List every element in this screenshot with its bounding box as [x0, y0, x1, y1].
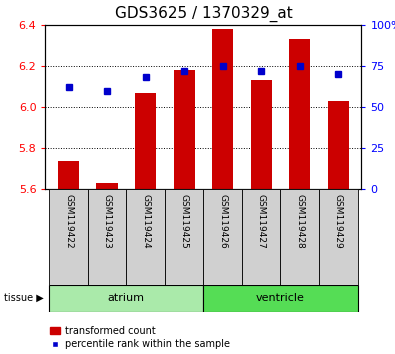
Bar — [203, 285, 357, 312]
Bar — [289, 39, 310, 189]
Text: GSM119427: GSM119427 — [257, 194, 266, 249]
Bar — [165, 189, 203, 285]
Text: GSM119423: GSM119423 — [103, 194, 111, 249]
Bar — [319, 189, 357, 285]
Bar — [173, 70, 195, 189]
Text: GSM119429: GSM119429 — [334, 194, 343, 249]
Bar — [126, 189, 165, 285]
Title: GDS3625 / 1370329_at: GDS3625 / 1370329_at — [115, 6, 292, 22]
Text: GSM119424: GSM119424 — [141, 194, 150, 249]
Bar — [135, 93, 156, 189]
Bar — [96, 183, 118, 189]
Bar — [212, 29, 233, 189]
Text: GSM119425: GSM119425 — [180, 194, 189, 249]
Bar — [203, 189, 242, 285]
Bar — [88, 189, 126, 285]
Text: ventricle: ventricle — [256, 293, 305, 303]
Bar — [58, 161, 79, 189]
Text: GSM119428: GSM119428 — [295, 194, 304, 249]
Text: tissue ▶: tissue ▶ — [4, 293, 44, 303]
Bar — [251, 80, 272, 189]
Bar — [280, 189, 319, 285]
Bar — [242, 189, 280, 285]
Bar — [49, 285, 203, 312]
Bar — [49, 189, 88, 285]
Text: atrium: atrium — [108, 293, 145, 303]
Bar — [328, 101, 349, 189]
Text: GSM119426: GSM119426 — [218, 194, 227, 249]
Text: GSM119422: GSM119422 — [64, 194, 73, 249]
Legend: transformed count, percentile rank within the sample: transformed count, percentile rank withi… — [50, 326, 230, 349]
